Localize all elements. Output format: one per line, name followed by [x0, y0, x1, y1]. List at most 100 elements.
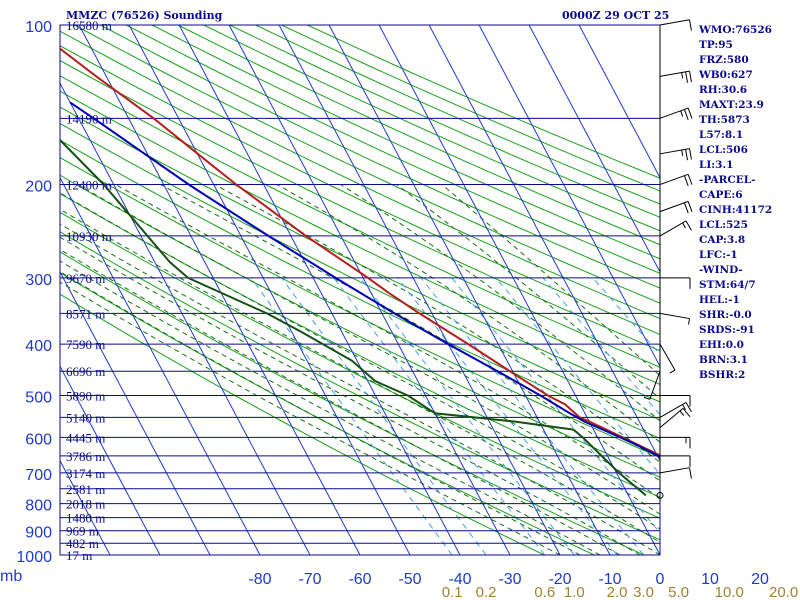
moist-adiabat-line: [340, 184, 660, 422]
index-item: HEL:-1: [699, 294, 740, 306]
mixing-ratio-line: [495, 277, 660, 475]
height-label: 5140 m: [66, 410, 105, 425]
isotherm-line: [78, 25, 361, 555]
index-item: FRZ:580: [699, 54, 749, 66]
mixing-ratio-tick-label: 2.0: [607, 584, 628, 600]
height-label: 969 m: [66, 524, 99, 539]
isotherm-line: [60, 82, 311, 555]
moist-adiabat-line: [441, 184, 660, 377]
pressure-tick-label: 800: [25, 498, 52, 515]
mixing-ratio-line: [420, 277, 644, 555]
mixing-ratio-tick-label: 1.0: [564, 584, 585, 600]
valid-time: 0000Z 29 OCT 25: [562, 9, 670, 22]
height-label: 8571 m: [66, 306, 105, 321]
barb-feather: [689, 467, 692, 479]
isotherm-line: [528, 25, 660, 274]
height-label: 14190 m: [66, 111, 112, 126]
index-item: BRN:3.1: [699, 354, 748, 366]
calm-circle: [656, 491, 664, 499]
isotherm-line: [428, 25, 660, 462]
index-item: WMO:76526: [699, 24, 772, 36]
isotherm-line: [60, 365, 161, 555]
barb-half-feather: [682, 404, 686, 410]
height-label: 3174 m: [66, 466, 105, 481]
barb-feather: [683, 202, 689, 214]
height-label: 482 m: [66, 536, 99, 551]
index-item: -WIND-: [699, 264, 743, 276]
barb-feather: [685, 220, 692, 231]
index-item: WB0:627: [699, 69, 753, 81]
temperature-tick-label: -70: [298, 571, 321, 588]
mixing-ratio-tick-label: 20.0: [769, 584, 798, 600]
height-label: 2018 m: [66, 497, 105, 512]
barb-feather: [689, 71, 692, 83]
moist-adiabat-line: [396, 184, 660, 400]
barb-staff: [659, 173, 689, 186]
isotherm-line: [128, 25, 411, 555]
barb-staff: [659, 401, 687, 418]
index-item: CAPE:6: [699, 189, 743, 201]
temperature-tick-label: -80: [248, 571, 271, 588]
isotherms: [0, 25, 660, 555]
wind-barb: [659, 401, 692, 418]
index-item: TP:95: [699, 39, 733, 51]
pressure-tick-label: 1000: [16, 549, 52, 566]
barb-staff: [659, 467, 690, 474]
barb-half-feather: [643, 396, 650, 400]
barb-half-feather: [680, 110, 684, 117]
barb-feather: [682, 408, 691, 418]
barb-feather: [687, 107, 693, 119]
height-label: 16580 m: [66, 18, 112, 33]
temperature-tick-label: 20: [751, 571, 769, 588]
wind-barb: [660, 394, 691, 407]
isotherm-line: [60, 270, 211, 555]
mixing-ratio-line: [451, 277, 660, 534]
index-item: LFC:-1: [699, 249, 738, 261]
height-label: 1480 m: [66, 511, 105, 526]
index-item: BSHR:2: [699, 369, 746, 381]
index-item: STM:64/7: [699, 279, 756, 291]
wind-barb: [659, 220, 692, 237]
moist-adiabat-line: [77, 184, 660, 515]
mixing-ratio-tick-label: 3.0: [633, 584, 654, 600]
isotherm-line: [228, 25, 511, 555]
mixing-ratio-line: [397, 277, 618, 555]
dry-adiabat-line: [100, 25, 660, 289]
wind-barb: [659, 19, 692, 31]
temperature-tick-label: -40: [448, 571, 471, 588]
height-label: 3786 m: [66, 449, 105, 464]
mixing-ratio-line: [542, 277, 660, 416]
barb-feather: [683, 175, 689, 187]
mixing-ratio-tick-label: 10.0: [715, 584, 744, 600]
height-label: 2581 m: [66, 482, 105, 497]
wind-barb: [659, 407, 691, 429]
barb-staff: [659, 148, 690, 155]
pressure-unit-label: mb: [0, 568, 23, 585]
height-label: 7590 m: [66, 337, 105, 352]
index-item: SHR:-0.0: [699, 309, 752, 321]
wind-barb: [660, 436, 691, 449]
wind-barb: [656, 491, 664, 499]
barb-feather: [685, 71, 689, 83]
barb-staff: [659, 200, 689, 213]
barb-half-feather: [679, 410, 685, 416]
barb-feather: [687, 201, 693, 212]
barb-half-feather: [682, 222, 686, 229]
height-label: 6696 m: [66, 364, 105, 379]
wind-barb: [659, 107, 693, 120]
pressure-tick-label: 200: [25, 179, 52, 196]
moist-adiabat-line: [60, 223, 660, 555]
wind-barb: [659, 200, 693, 214]
wind-barb: [659, 148, 692, 161]
isotherm-line: [60, 176, 261, 555]
isotherm-line: [0, 25, 10, 555]
pressure-tick-label: 300: [25, 272, 52, 289]
isotherm-line: [578, 25, 660, 179]
pressure-tick-label: 700: [25, 467, 52, 484]
wind-barb: [659, 343, 676, 374]
temperature-tick-label: -20: [548, 571, 571, 588]
barb-staff: [649, 371, 661, 400]
mixing-ratio-line: [250, 277, 453, 555]
